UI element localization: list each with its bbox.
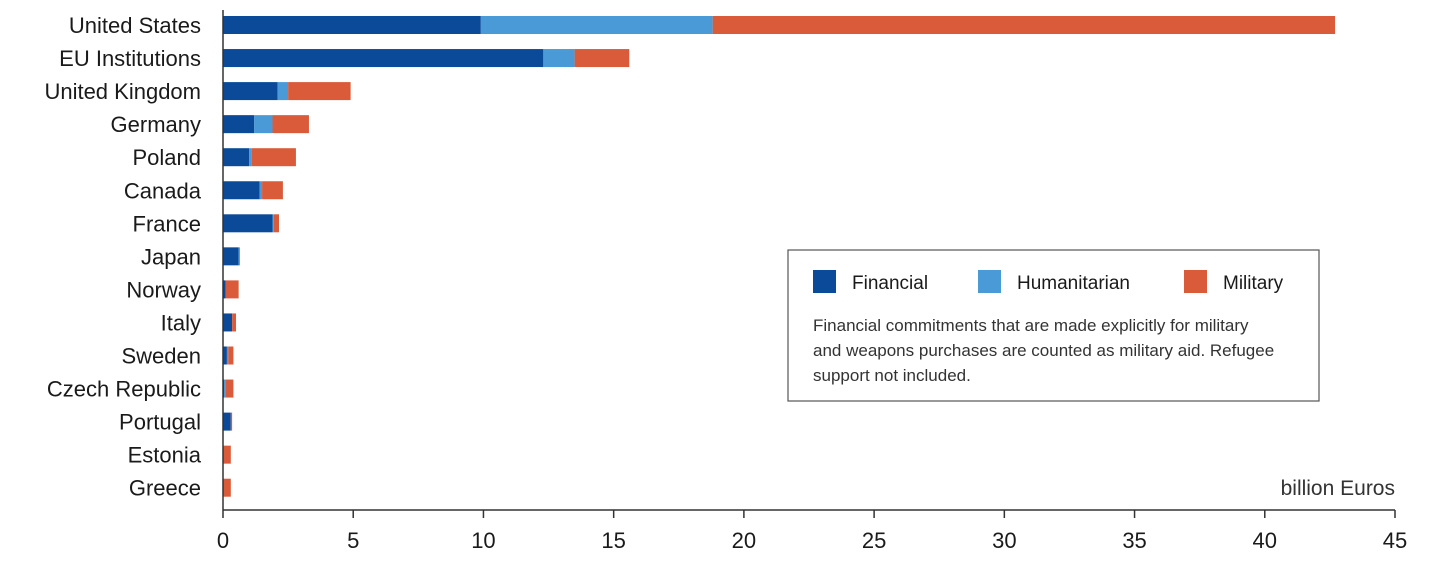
legend-note-line-3: support not included. [813, 366, 971, 385]
x-tick-label-20: 20 [732, 528, 756, 553]
bar-italy-military [232, 313, 237, 332]
x-tick-label-45: 45 [1383, 528, 1407, 553]
bar-norway-military [225, 280, 239, 299]
category-label-japan: Japan [141, 244, 201, 269]
bar-canada-military [262, 181, 283, 200]
category-label-portugal: Portugal [119, 410, 201, 435]
category-label-eu-institutions: EU Institutions [59, 46, 201, 71]
bar-japan-humanitarian [238, 247, 240, 266]
legend-swatch-military [1184, 270, 1207, 293]
category-label-united-kingdom: United Kingdom [44, 79, 201, 104]
legend-swatch-humanitarian [978, 270, 1001, 293]
bar-germany-humanitarian [254, 115, 273, 134]
bar-canada-humanitarian [259, 181, 263, 200]
bar-germany-financial [223, 115, 255, 134]
bar-eu-institutions-humanitarian [543, 49, 575, 68]
category-label-czech-republic: Czech Republic [47, 377, 201, 402]
legend-label-military: Military [1223, 273, 1284, 294]
bar-sweden-financial [223, 346, 227, 365]
bar-france-military [273, 214, 279, 233]
legend-frame [787, 249, 1320, 402]
bar-united-states-military [712, 16, 1336, 34]
bar-germany-military [272, 115, 309, 134]
legend-swatch-financial [813, 270, 836, 293]
x-tick-label-5: 5 [347, 528, 359, 553]
bar-greece-military [223, 478, 231, 497]
legend-label-humanitarian: Humanitarian [1017, 273, 1130, 294]
x-tick-label-0: 0 [217, 528, 229, 553]
bar-united-kingdom-financial [223, 82, 278, 101]
bars-layer [223, 16, 1336, 497]
category-labels: United States EU Institutions United Kingd… [44, 13, 201, 501]
x-tick-label-10: 10 [471, 528, 495, 553]
bar-united-states-humanitarian [480, 16, 713, 34]
bar-estonia-military [223, 445, 231, 464]
bar-portugal-military [230, 412, 233, 431]
category-label-poland: Poland [132, 145, 201, 170]
category-label-sweden: Sweden [121, 344, 201, 369]
category-label-estonia: Estonia [128, 443, 202, 468]
bar-france-humanitarian [272, 214, 274, 233]
bar-united-kingdom-military [288, 82, 351, 101]
bar-japan-financial [223, 247, 239, 266]
category-label-norway: Norway [126, 277, 201, 302]
bar-czech-republic-military [225, 379, 234, 398]
x-tick-label-30: 30 [992, 528, 1016, 553]
category-label-france: France [133, 211, 201, 236]
bar-sweden-military [228, 346, 234, 365]
x-tick-label-25: 25 [862, 528, 886, 553]
bar-poland-humanitarian [249, 148, 252, 167]
bar-united-kingdom-humanitarian [277, 82, 289, 101]
bar-czech-republic-humanitarian [224, 379, 226, 398]
category-label-united-states: United States [69, 13, 201, 38]
legend-label-financial: Financial [852, 273, 928, 294]
category-label-germany: Germany [111, 112, 201, 137]
legend-box: Financial Humanitarian Military Financia… [787, 249, 1320, 402]
bar-united-states-financial [223, 16, 481, 34]
bar-canada-financial [223, 181, 260, 200]
legend-note-line-2: and weapons purchases are counted as mil… [813, 341, 1274, 360]
bar-eu-institutions-military [574, 49, 630, 68]
x-axis-unit-label: billion Euros [1281, 477, 1395, 500]
bar-eu-institutions-financial [223, 49, 544, 68]
bar-italy-financial [223, 313, 233, 332]
x-tick-label-35: 35 [1122, 528, 1146, 553]
x-tick-label-15: 15 [601, 528, 625, 553]
category-label-italy: Italy [161, 310, 201, 335]
category-label-canada: Canada [124, 178, 202, 203]
bar-portugal-financial [223, 412, 231, 431]
bar-poland-financial [223, 148, 250, 167]
legend-note-line-1: Financial commitments that are made expl… [813, 316, 1249, 335]
bar-norway-financial [223, 280, 226, 299]
bar-poland-military [251, 148, 296, 167]
bar-sweden-humanitarian [226, 346, 229, 365]
bar-france-financial [223, 214, 273, 233]
x-axis-ticks: 0 5 10 15 20 25 30 35 40 45 [217, 510, 1407, 553]
x-tick-label-40: 40 [1253, 528, 1277, 553]
category-label-greece: Greece [129, 476, 201, 501]
